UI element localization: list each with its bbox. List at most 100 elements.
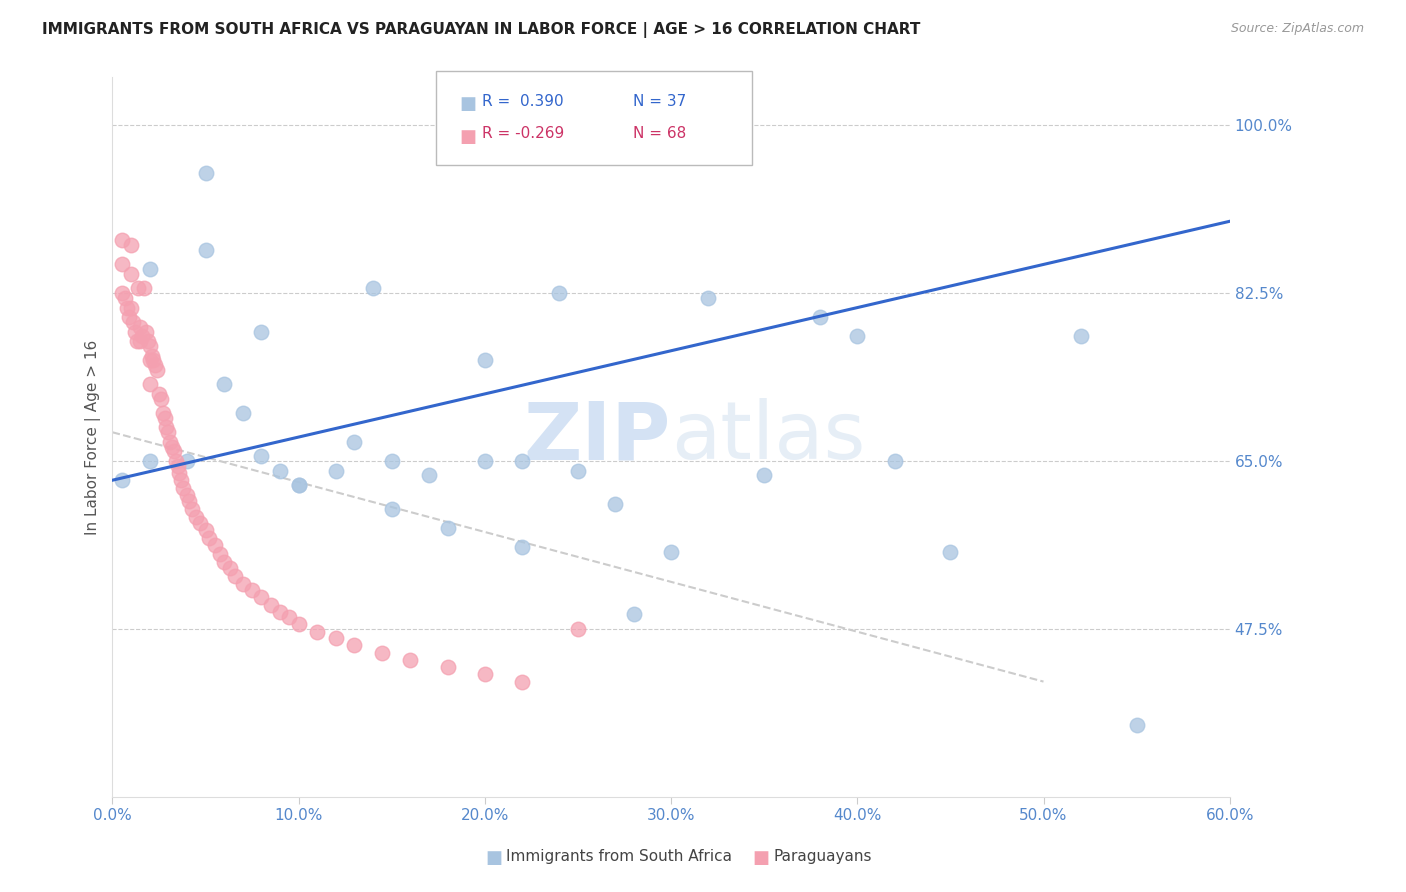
Point: [1125, 718, 1147, 732]
Text: Immigrants from South Africa: Immigrants from South Africa: [506, 849, 733, 864]
Point: [510, 454, 533, 468]
Point: [883, 454, 905, 468]
Point: [209, 547, 232, 561]
Point: [198, 531, 221, 545]
Point: [605, 497, 627, 511]
Point: [153, 410, 176, 425]
Point: [176, 487, 198, 501]
Point: [186, 509, 208, 524]
Point: [155, 420, 177, 434]
Point: [659, 545, 682, 559]
Point: [808, 310, 831, 325]
Point: [510, 541, 533, 555]
Point: [510, 674, 533, 689]
Text: atlas: atlas: [671, 398, 866, 476]
Point: [149, 392, 172, 406]
Text: IMMIGRANTS FROM SOUTH AFRICA VS PARAGUAYAN IN LABOR FORCE | AGE > 16 CORRELATION: IMMIGRANTS FROM SOUTH AFRICA VS PARAGUAY…: [42, 22, 921, 38]
Point: [218, 561, 240, 575]
Point: [172, 481, 194, 495]
Point: [697, 291, 720, 305]
Point: [194, 243, 217, 257]
Point: [474, 667, 496, 681]
Point: [939, 545, 962, 559]
Point: [250, 449, 273, 463]
Point: [142, 353, 165, 368]
Point: [129, 319, 152, 334]
Point: [287, 478, 309, 492]
Point: [224, 569, 246, 583]
Point: [381, 454, 404, 468]
Point: [194, 166, 217, 180]
Point: [232, 576, 254, 591]
Point: [548, 286, 571, 301]
Point: [232, 406, 254, 420]
Point: [474, 454, 496, 468]
Point: [371, 646, 394, 660]
Point: [170, 473, 193, 487]
Point: [138, 377, 160, 392]
Point: [567, 622, 589, 636]
Text: N = 37: N = 37: [633, 94, 686, 109]
Point: [1070, 329, 1092, 343]
Point: [176, 454, 198, 468]
Point: [165, 454, 187, 468]
Point: [754, 468, 776, 483]
Point: [111, 473, 134, 487]
Point: [114, 291, 136, 305]
Text: N = 68: N = 68: [633, 126, 686, 141]
Point: [125, 334, 148, 348]
Point: [124, 325, 146, 339]
Point: [287, 617, 309, 632]
Point: [132, 281, 155, 295]
Point: [120, 238, 142, 252]
Point: [131, 329, 153, 343]
Y-axis label: In Labor Force | Age > 16: In Labor Force | Age > 16: [86, 340, 101, 534]
Point: [117, 301, 139, 315]
Point: [136, 334, 159, 348]
Point: [138, 262, 160, 277]
Text: ■: ■: [485, 849, 502, 867]
Point: [166, 458, 188, 473]
Text: ■: ■: [460, 128, 477, 145]
Point: [212, 377, 235, 392]
Point: [250, 325, 273, 339]
Point: [436, 660, 458, 674]
Point: [278, 610, 301, 624]
Point: [343, 638, 366, 652]
Point: [436, 521, 458, 535]
Point: [138, 454, 160, 468]
Text: ■: ■: [752, 849, 769, 867]
Point: [399, 653, 422, 667]
Point: [120, 301, 142, 315]
Point: [120, 267, 142, 281]
Point: [474, 353, 496, 368]
Point: [343, 434, 366, 449]
Point: [160, 440, 183, 454]
Point: [163, 444, 186, 458]
Point: [169, 466, 191, 480]
Point: [111, 234, 134, 248]
Point: [325, 464, 347, 478]
Point: [146, 363, 169, 377]
Point: [159, 434, 181, 449]
Point: [127, 281, 149, 295]
Point: [111, 257, 134, 271]
Point: [129, 334, 152, 348]
Point: [152, 406, 174, 420]
Point: [118, 310, 141, 325]
Point: [148, 387, 170, 401]
Point: [143, 358, 166, 372]
Point: [260, 598, 283, 612]
Point: [157, 425, 180, 440]
Point: [361, 281, 384, 295]
Point: [240, 583, 263, 598]
Point: [135, 325, 157, 339]
Point: [325, 632, 347, 646]
Text: Source: ZipAtlas.com: Source: ZipAtlas.com: [1230, 22, 1364, 36]
Point: [177, 494, 200, 508]
Point: [138, 339, 160, 353]
Point: [138, 353, 160, 368]
Point: [122, 315, 145, 329]
Point: [141, 349, 163, 363]
Point: [181, 502, 204, 516]
